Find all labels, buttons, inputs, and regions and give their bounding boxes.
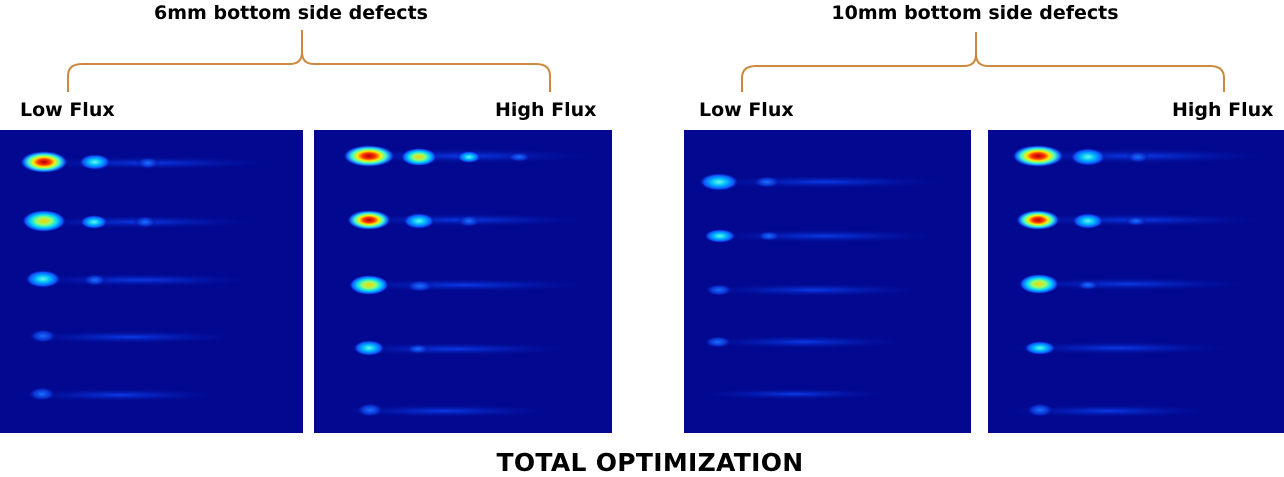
main-title: TOTAL OPTIMIZATION — [496, 448, 804, 477]
heatmap-10mm-low-flux — [684, 130, 971, 433]
heatmap-10mm-high-flux — [988, 130, 1284, 433]
brace-10mm — [741, 32, 1225, 92]
high-flux-label-6mm: High Flux — [495, 99, 597, 121]
low-flux-label-6mm: Low Flux — [20, 99, 115, 121]
group-title-6mm: 6mm bottom side defects — [154, 2, 428, 24]
high-flux-label-10mm: High Flux — [1172, 99, 1274, 121]
heatmap-6mm-low-flux — [0, 130, 303, 433]
brace-6mm — [67, 30, 1225, 92]
heatmap-6mm-high-flux — [314, 130, 612, 433]
group-title-10mm: 10mm bottom side defects — [831, 2, 1119, 24]
low-flux-label-10mm: Low Flux — [699, 99, 794, 121]
